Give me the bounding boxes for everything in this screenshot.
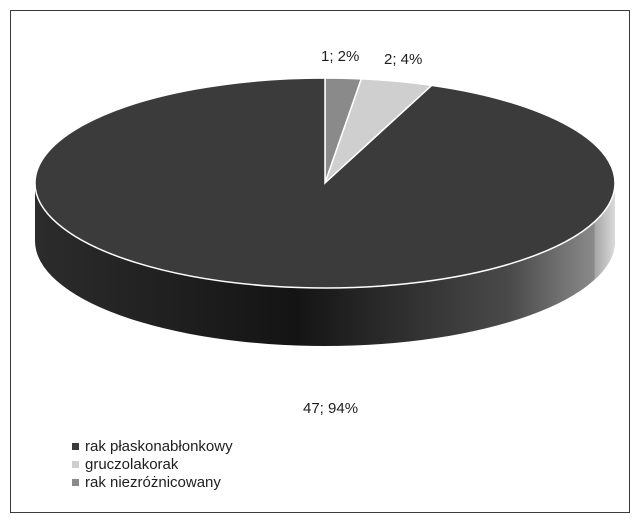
legend-item-0: rak płaskonabłonkowy bbox=[72, 437, 233, 455]
pie-side-highlight bbox=[594, 183, 615, 280]
data-label-0: 47; 94% bbox=[303, 400, 358, 417]
legend-label-2: rak niezróżnicowany bbox=[85, 473, 221, 491]
pie-slice-0 bbox=[34, 77, 616, 289]
legend-swatch-1 bbox=[72, 460, 79, 468]
data-label-2: 1; 2% bbox=[321, 48, 359, 65]
legend-swatch-2 bbox=[72, 478, 79, 486]
legend-label-0: rak płaskonabłonkowy bbox=[85, 437, 233, 455]
pie-side-0 bbox=[35, 183, 615, 346]
data-label-1: 2; 4% bbox=[384, 51, 422, 68]
legend-item-2: rak niezróżnicowany bbox=[72, 473, 233, 491]
legend-item-1: gruczolakorak bbox=[72, 455, 233, 473]
chart-legend: rak płaskonabłonkowy gruczolakorak rak n… bbox=[72, 437, 233, 491]
legend-swatch-0 bbox=[72, 442, 79, 450]
legend-label-1: gruczolakorak bbox=[85, 455, 179, 473]
